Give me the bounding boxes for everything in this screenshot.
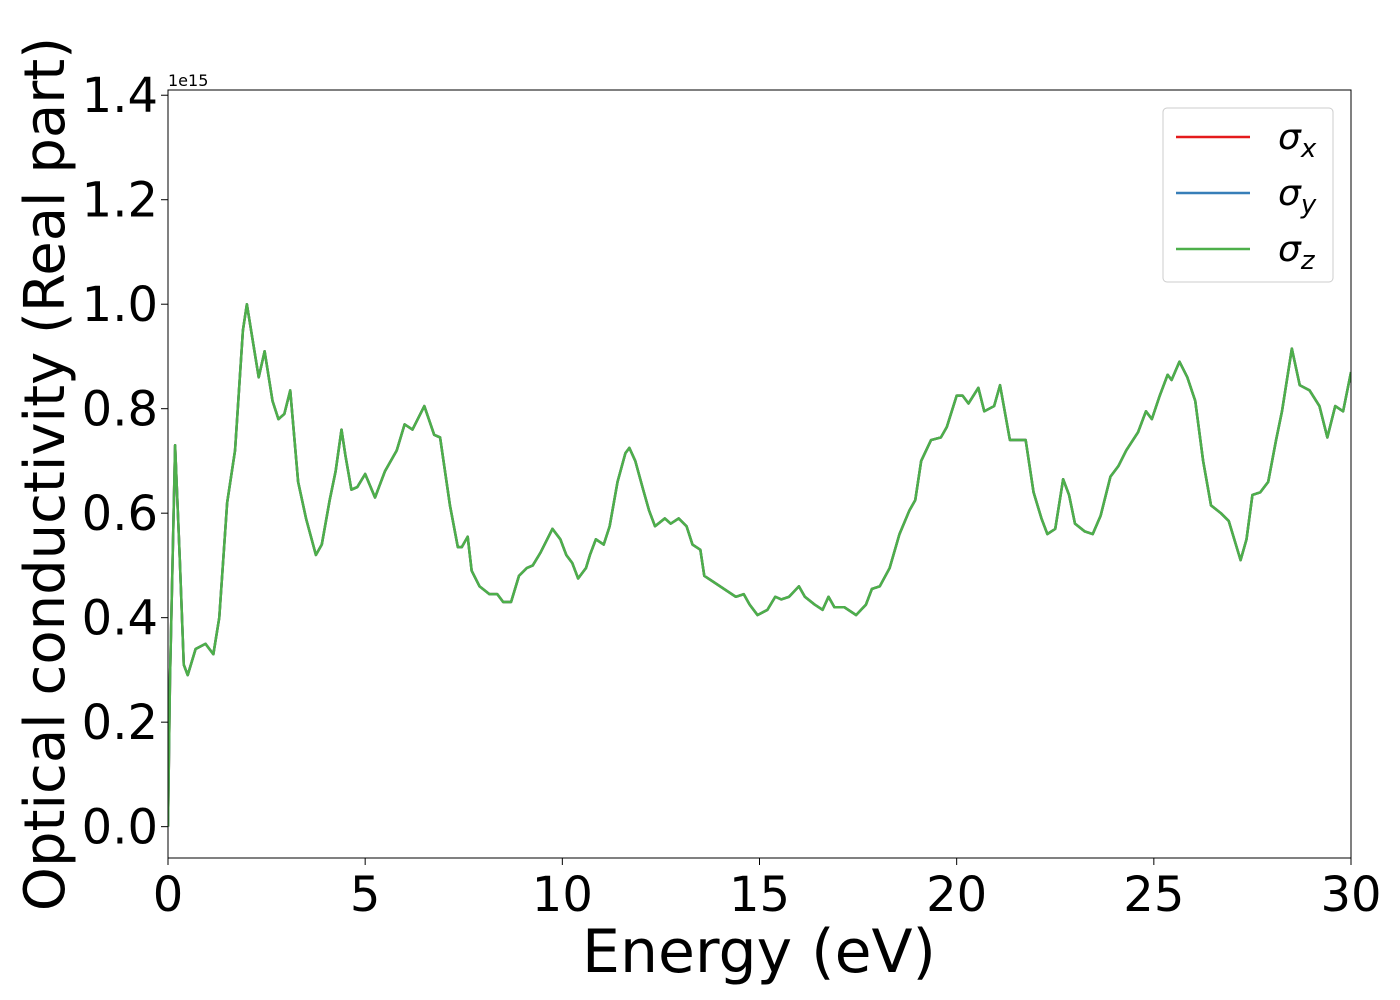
- series-line: [168, 302, 1351, 827]
- y-tick-label: 1.0: [82, 277, 158, 333]
- series-line: [168, 302, 1351, 827]
- x-tick-label: 20: [926, 867, 987, 923]
- y-offset-label: 1e15: [168, 71, 208, 90]
- x-tick-label: 25: [1123, 867, 1184, 923]
- plot-frame: [167, 89, 1352, 859]
- x-tick-label: 5: [350, 867, 381, 923]
- y-tick-label: 0.2: [82, 695, 158, 751]
- legend-label: σz: [1278, 229, 1316, 276]
- plot-lines: [168, 302, 1351, 827]
- x-tick-label: 0: [153, 867, 184, 923]
- y-tick-label: 0.4: [82, 591, 158, 647]
- x-axis-label: Energy (eV): [582, 917, 936, 987]
- x-tick-label: 15: [729, 867, 790, 923]
- y-tick-label: 1.4: [82, 68, 158, 124]
- y-tick-label: 0.8: [82, 382, 158, 438]
- series-line: [168, 302, 1351, 827]
- x-tick-label: 10: [532, 867, 593, 923]
- legend-label: σx: [1278, 117, 1317, 164]
- y-tick-label: 0.6: [82, 486, 158, 542]
- y-axis-label: Optical conductivity (Real part): [13, 37, 78, 911]
- y-tick-label: 0.0: [82, 800, 158, 856]
- y-tick-label: 1.2: [82, 173, 158, 229]
- legend-label: σy: [1278, 173, 1317, 220]
- x-tick-label: 30: [1320, 867, 1381, 923]
- legend-box: [1162, 107, 1334, 283]
